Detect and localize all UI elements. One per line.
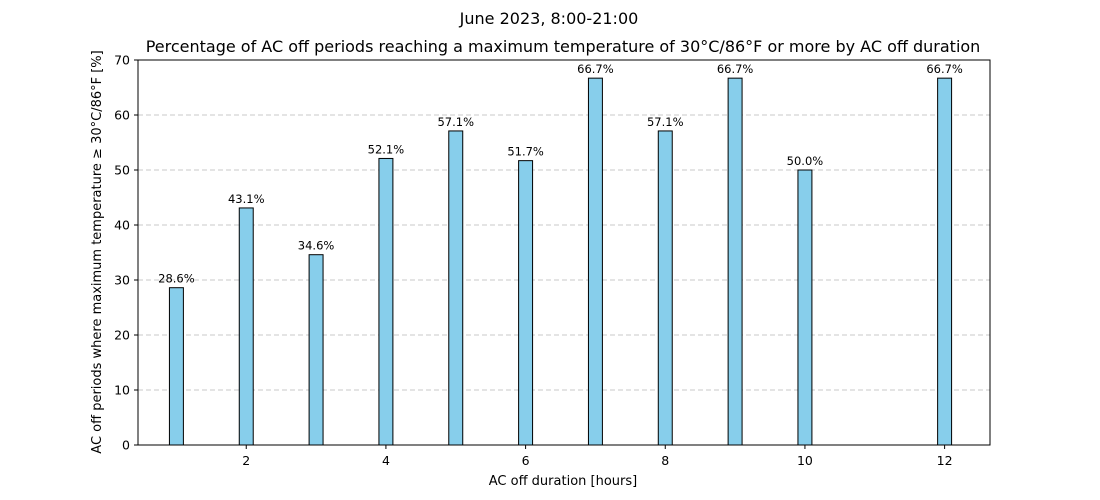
y-tick-label-20: 20	[114, 328, 130, 343]
gridlines	[138, 114, 990, 391]
data-labels: 28.6% 43.1% 34.6% 52.1% 57.1% 51.7% 66.7% 57.1%…	[158, 62, 963, 286]
bar-3h	[308, 254, 324, 446]
y-tick-label-60: 60	[114, 108, 130, 123]
chart-suptitle: June 2023, 8:00-21:00	[459, 9, 639, 28]
x-tick-label-8: 8	[661, 453, 669, 468]
x-axis: 2 4 6 8 10 12	[242, 445, 953, 468]
bar-2h	[238, 207, 254, 446]
data-label-10h: 50.0%	[787, 154, 824, 168]
data-label-6h: 51.7%	[507, 145, 544, 159]
y-tick-label-0: 0	[122, 438, 130, 453]
x-tick-label-10: 10	[797, 453, 813, 468]
x-tick-label-6: 6	[522, 453, 530, 468]
y-axis: 0 10 20 30 40 50 60 70	[114, 53, 138, 453]
bar-10h	[797, 169, 813, 446]
y-tick-label-30: 30	[114, 273, 130, 288]
x-axis-label: AC off duration [hours]	[489, 474, 637, 489]
bar-7h	[587, 77, 603, 446]
bar-6h	[518, 160, 534, 446]
data-label-1h: 28.6%	[158, 272, 195, 286]
bar-12h	[937, 77, 953, 446]
y-tick-label-70: 70	[114, 53, 130, 68]
data-label-7h: 66.7%	[577, 62, 614, 76]
bar-5h	[448, 130, 464, 446]
data-label-5h: 57.1%	[437, 115, 474, 129]
x-tick-label-2: 2	[242, 453, 250, 468]
bar-9h	[727, 77, 743, 446]
y-axis-label: AC off periods where maximum temperature…	[90, 50, 105, 453]
data-label-9h: 66.7%	[717, 62, 754, 76]
data-label-12h: 66.7%	[926, 62, 963, 76]
bar-1h	[168, 287, 184, 446]
chart-title: Percentage of AC off periods reaching a …	[146, 37, 981, 56]
y-tick-label-50: 50	[114, 163, 130, 178]
x-tick-label-4: 4	[382, 453, 390, 468]
plot-area	[137, 59, 991, 446]
y-tick-label-10: 10	[114, 383, 130, 398]
bar-4h	[378, 157, 394, 446]
data-label-2h: 43.1%	[228, 192, 265, 206]
data-label-3h: 34.6%	[298, 239, 335, 253]
x-tick-label-12: 12	[937, 453, 953, 468]
data-label-4h: 52.1%	[368, 142, 405, 156]
y-tick-label-40: 40	[114, 218, 130, 233]
bar-8h	[657, 130, 673, 446]
data-label-8h: 57.1%	[647, 115, 684, 129]
